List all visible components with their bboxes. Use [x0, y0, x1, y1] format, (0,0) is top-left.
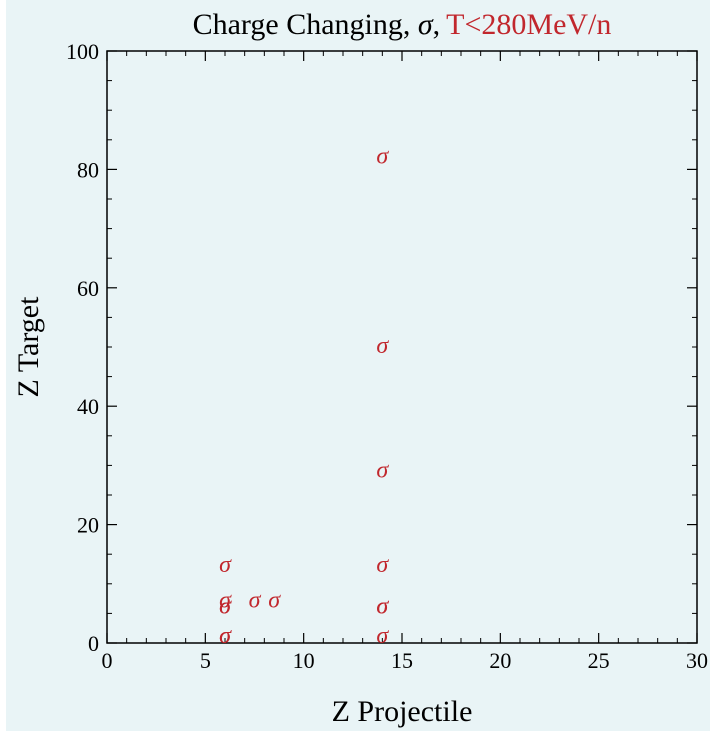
data-point-sigma: σ: [376, 552, 389, 578]
axis-ticks: [106, 50, 698, 644]
y-tick-label: 40: [77, 394, 99, 419]
x-tick-label: 20: [489, 648, 511, 673]
y-tick-label: 0: [88, 631, 99, 656]
data-point-sigma: σ: [376, 144, 389, 170]
data-point-sigma: σ: [219, 593, 232, 619]
title-text: Charge Changing,: [193, 8, 418, 41]
chart-background: [6, 0, 710, 731]
data-point-sigma: σ: [219, 623, 232, 649]
x-tick-labels: 0 5 10 15 20 25 30: [102, 648, 709, 673]
x-tick-label: 5: [200, 648, 211, 673]
data-point-sigma: σ: [219, 552, 232, 578]
y-tick-label: 60: [77, 276, 99, 301]
y-tick-label: 100: [66, 39, 99, 64]
data-point-sigma: σ: [376, 593, 389, 619]
title-sigma: σ: [418, 8, 434, 41]
data-point-sigma: σ: [376, 593, 389, 619]
x-tick-label: 0: [102, 648, 113, 673]
y-tick-label: 80: [77, 157, 99, 182]
title-separator: ,: [433, 8, 441, 41]
data-point-sigma: σ: [268, 588, 281, 614]
data-point-sigma: σ: [249, 588, 262, 614]
plot-area: [106, 50, 698, 644]
y-tick-labels: 0 20 40 60 80 100: [66, 39, 99, 656]
chart-title: Charge Changing, σ, T<280MeV/n: [193, 8, 612, 41]
y-axis-label: Z Target: [12, 296, 45, 398]
x-axis-label: Z Projectile: [332, 695, 473, 728]
data-point-sigma: σ: [376, 623, 389, 649]
data-point-sigma: σ: [219, 593, 232, 619]
data-point-sigma: σ: [376, 457, 389, 483]
data-point-sigma: σ: [219, 623, 232, 649]
x-tick-label: 30: [686, 648, 708, 673]
x-tick-label: 15: [391, 648, 413, 673]
x-tick-label: 25: [588, 648, 610, 673]
title-energy: T<280MeV/n: [446, 8, 611, 41]
data-point-sigma: σ: [376, 333, 389, 359]
x-tick-label: 10: [293, 648, 315, 673]
data-point-sigma: σ: [219, 588, 232, 614]
y-tick-label: 20: [77, 513, 99, 538]
